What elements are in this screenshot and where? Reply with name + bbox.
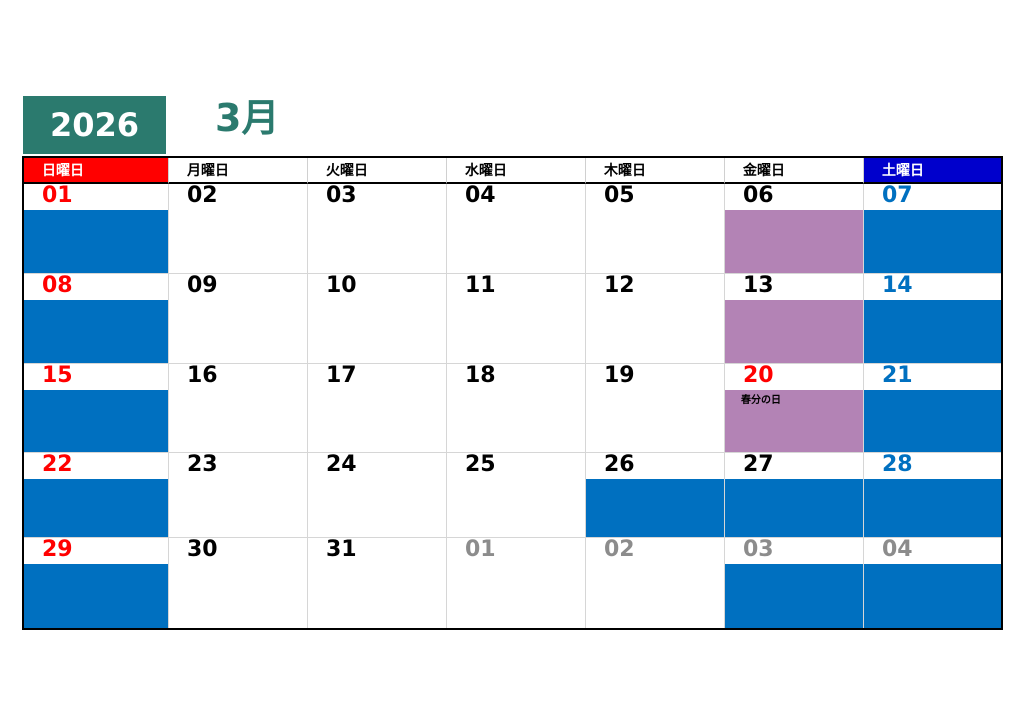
- day-number: 29: [42, 537, 73, 562]
- day-number: 06: [743, 184, 774, 208]
- day-fill-block: [725, 300, 863, 363]
- day-cell[interactable]: 27: [724, 452, 863, 537]
- day-cell[interactable]: 02: [168, 184, 307, 273]
- day-cell[interactable]: 20 春分の日: [724, 363, 863, 452]
- day-fill-block: [864, 210, 1001, 273]
- day-number: 16: [187, 363, 218, 388]
- day-cell[interactable]: 04: [863, 537, 1001, 628]
- day-cell[interactable]: 31: [307, 537, 446, 628]
- weekday-header: 月曜日: [168, 158, 307, 184]
- month-title: 3月: [215, 96, 280, 140]
- day-number: 02: [604, 537, 635, 562]
- day-number: 13: [743, 273, 774, 298]
- day-number: 22: [42, 452, 73, 477]
- day-number: 12: [604, 273, 635, 298]
- day-number: 08: [42, 273, 73, 298]
- day-number: 18: [465, 363, 496, 388]
- day-cell[interactable]: 30: [168, 537, 307, 628]
- day-fill-block: [24, 300, 168, 363]
- day-fill-block: [24, 564, 168, 628]
- day-fill-block: [24, 390, 168, 452]
- weekday-header: 土曜日: [863, 158, 1001, 184]
- day-number: 07: [882, 184, 913, 208]
- day-number: 01: [42, 184, 73, 208]
- day-number: 30: [187, 537, 218, 562]
- day-number: 05: [604, 184, 635, 208]
- day-cell[interactable]: 22: [24, 452, 168, 537]
- day-cell[interactable]: 08: [24, 273, 168, 363]
- day-fill-block: [725, 479, 863, 537]
- day-fill-block: [864, 479, 1001, 537]
- day-number: 24: [326, 452, 357, 477]
- day-number: 10: [326, 273, 357, 298]
- day-fill-block: [864, 564, 1001, 628]
- day-cell[interactable]: 18: [446, 363, 585, 452]
- day-number: 01: [465, 537, 496, 562]
- day-cell[interactable]: 19: [585, 363, 724, 452]
- day-number: 27: [743, 452, 774, 477]
- day-cell[interactable]: 21: [863, 363, 1001, 452]
- day-cell[interactable]: 14: [863, 273, 1001, 363]
- day-cell[interactable]: 06: [724, 184, 863, 273]
- day-number: 03: [743, 537, 774, 562]
- day-cell[interactable]: 11: [446, 273, 585, 363]
- weekday-header: 金曜日: [724, 158, 863, 184]
- day-fill-block: [864, 300, 1001, 363]
- day-number: 23: [187, 452, 218, 477]
- day-cell[interactable]: 07: [863, 184, 1001, 273]
- day-cell[interactable]: 03: [724, 537, 863, 628]
- day-cell[interactable]: 15: [24, 363, 168, 452]
- day-cell[interactable]: 02: [585, 537, 724, 628]
- day-number: 31: [326, 537, 357, 562]
- day-fill-block: [24, 210, 168, 273]
- holiday-label: 春分の日: [741, 395, 781, 406]
- day-cell[interactable]: 12: [585, 273, 724, 363]
- day-cell[interactable]: 25: [446, 452, 585, 537]
- day-number: 28: [882, 452, 913, 477]
- day-number: 04: [465, 184, 496, 208]
- day-cell[interactable]: 23: [168, 452, 307, 537]
- day-number: 19: [604, 363, 635, 388]
- day-cell[interactable]: 09: [168, 273, 307, 363]
- day-cell[interactable]: 28: [863, 452, 1001, 537]
- day-cell[interactable]: 10: [307, 273, 446, 363]
- day-cell[interactable]: 03: [307, 184, 446, 273]
- day-fill-block: [725, 564, 863, 628]
- day-cell[interactable]: 26: [585, 452, 724, 537]
- day-cell[interactable]: 13: [724, 273, 863, 363]
- day-fill-block: [586, 479, 724, 537]
- day-cell[interactable]: 05: [585, 184, 724, 273]
- day-number: 02: [187, 184, 218, 208]
- year-label: 2026: [23, 96, 166, 154]
- weekday-header: 木曜日: [585, 158, 724, 184]
- day-cell[interactable]: 29: [24, 537, 168, 628]
- day-fill-block: [725, 390, 863, 452]
- day-number: 09: [187, 273, 218, 298]
- day-number: 14: [882, 273, 913, 298]
- day-number: 03: [326, 184, 357, 208]
- day-number: 11: [465, 273, 496, 298]
- day-cell[interactable]: 17: [307, 363, 446, 452]
- day-number: 20: [743, 363, 774, 388]
- day-number: 26: [604, 452, 635, 477]
- day-number: 25: [465, 452, 496, 477]
- day-fill-block: [864, 390, 1001, 452]
- weekday-header: 水曜日: [446, 158, 585, 184]
- day-fill-block: [725, 210, 863, 273]
- day-number: 04: [882, 537, 913, 562]
- day-number: 17: [326, 363, 357, 388]
- day-cell[interactable]: 01: [24, 184, 168, 273]
- day-cell[interactable]: 24: [307, 452, 446, 537]
- weekday-header: 日曜日: [24, 158, 168, 184]
- day-cell[interactable]: 01: [446, 537, 585, 628]
- day-cell[interactable]: 16: [168, 363, 307, 452]
- day-cell[interactable]: 04: [446, 184, 585, 273]
- weekday-header: 火曜日: [307, 158, 446, 184]
- calendar-grid: 日曜日 月曜日 火曜日 水曜日 木曜日 金曜日 土曜日 01 02 03 04 05 06 07 08 09 1…: [22, 156, 1003, 630]
- day-number: 15: [42, 363, 73, 388]
- day-number: 21: [882, 363, 913, 388]
- day-fill-block: [24, 479, 168, 537]
